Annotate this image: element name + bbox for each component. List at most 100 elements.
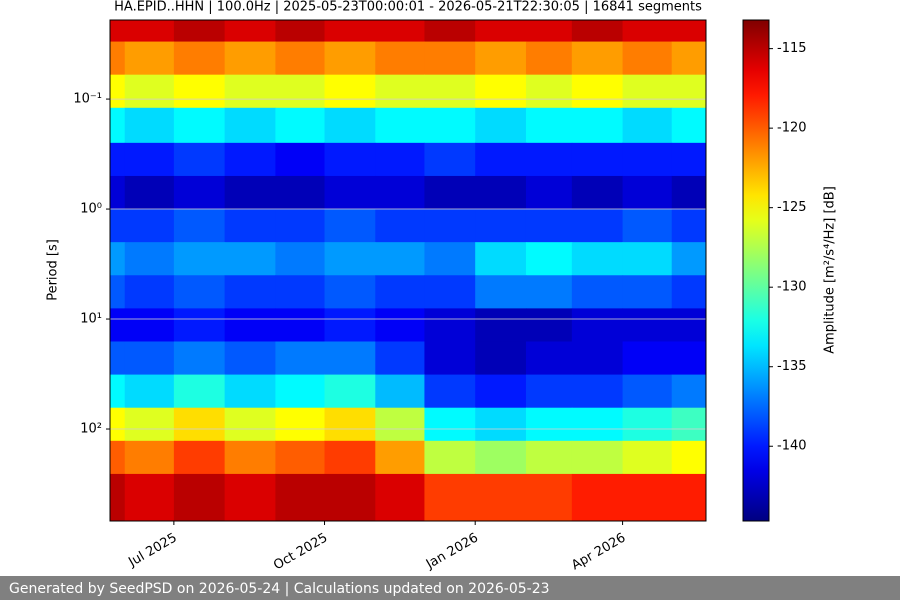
heat-cell	[324, 275, 376, 309]
heat-cell	[571, 440, 624, 475]
heat-cell	[525, 20, 573, 43]
heat-cell	[622, 142, 673, 177]
heat-cell	[475, 242, 527, 276]
heat-cell	[324, 175, 376, 210]
heat-cell	[525, 142, 573, 177]
heat-cell	[324, 308, 376, 342]
y-tick-label: 10⁰	[80, 202, 102, 217]
heat-cell	[124, 308, 175, 342]
heat-cell	[525, 275, 573, 309]
heat-cell	[525, 175, 573, 210]
heat-cell	[324, 20, 376, 43]
heat-cell	[224, 107, 276, 144]
heat-cell	[173, 407, 226, 442]
heat-cell	[475, 473, 527, 521]
colorbar-tick-label: -120	[777, 121, 807, 136]
heat-cell	[275, 242, 326, 276]
heat-cell	[571, 407, 624, 442]
heat-cell	[525, 308, 573, 342]
heat-cell	[622, 407, 673, 442]
y-tick-label: 10²	[80, 422, 102, 437]
heat-cell	[173, 308, 226, 342]
heat-cell	[173, 175, 226, 210]
heat-cell	[475, 308, 527, 342]
heat-cell	[622, 341, 673, 376]
heat-cell	[224, 275, 276, 309]
heat-cell	[375, 175, 425, 210]
heat-cell	[571, 209, 624, 243]
heat-cell	[275, 440, 326, 475]
heat-cell	[375, 308, 425, 342]
heat-cell	[110, 242, 126, 276]
heat-cell	[571, 341, 624, 376]
colorbar-label: Amplitude [m²/s⁴/Hz] [dB]	[823, 186, 838, 354]
heat-cell	[110, 374, 126, 409]
heat-cell	[173, 374, 226, 409]
heat-cell	[622, 20, 673, 43]
x-tick-label: Oct 2025	[271, 531, 330, 574]
heat-cell	[622, 275, 673, 309]
heat-cell	[375, 20, 425, 43]
heat-cell	[275, 473, 326, 521]
heat-cell	[124, 440, 175, 475]
heat-cell	[525, 374, 573, 409]
heat-cell	[525, 41, 573, 76]
heat-cell	[424, 407, 476, 442]
x-tick-label: Jul 2025	[125, 531, 179, 571]
heat-cell	[124, 242, 175, 276]
heat-cell	[224, 175, 276, 210]
heat-cell	[110, 20, 126, 43]
heat-cell	[110, 142, 126, 177]
heat-cell	[671, 341, 706, 376]
colorbar-tick-label: -115	[777, 41, 807, 56]
colorbar-tick-label: -130	[777, 280, 807, 295]
heat-cell	[110, 440, 126, 475]
heat-cell	[525, 107, 573, 144]
heat-cell	[224, 74, 276, 109]
heat-cell	[224, 242, 276, 276]
heat-cell	[324, 407, 376, 442]
heat-cell	[671, 242, 706, 276]
heat-cell	[110, 175, 126, 210]
heat-cell	[110, 41, 126, 76]
heat-cell	[324, 142, 376, 177]
heat-cell	[671, 41, 706, 76]
heat-cell	[124, 107, 175, 144]
heat-cell	[324, 74, 376, 109]
heat-cell	[110, 74, 126, 109]
heat-cell	[124, 20, 175, 43]
heat-cell	[525, 473, 573, 521]
heat-cell	[275, 308, 326, 342]
heat-cell	[375, 473, 425, 521]
heat-cell	[525, 209, 573, 243]
heat-cell	[173, 209, 226, 243]
heat-cell	[275, 20, 326, 43]
footer-text: Generated by SeedPSD on 2026-05-24 | Cal…	[9, 581, 550, 597]
heat-cell	[424, 440, 476, 475]
heat-cell	[173, 242, 226, 276]
heat-cell	[571, 142, 624, 177]
heat-cell	[671, 473, 706, 521]
heat-cell	[424, 175, 476, 210]
heat-cell	[375, 374, 425, 409]
y-tick-label: 10⁻¹	[73, 92, 102, 107]
heat-cell	[424, 275, 476, 309]
x-tick-label: Jan 2026	[423, 531, 481, 573]
heat-cell	[571, 107, 624, 144]
colorbar-tick-label: -140	[777, 439, 807, 454]
heat-cell	[110, 107, 126, 144]
heat-cell	[275, 209, 326, 243]
heat-cell	[224, 41, 276, 76]
heat-cell	[275, 175, 326, 210]
colorbar-tick-label: -135	[777, 359, 807, 374]
heat-cell	[173, 107, 226, 144]
heat-cell	[375, 440, 425, 475]
heat-cell	[324, 374, 376, 409]
heat-cell	[475, 107, 527, 144]
heat-cell	[571, 374, 624, 409]
heat-cell	[671, 374, 706, 409]
heat-cell	[622, 175, 673, 210]
heat-cell	[275, 374, 326, 409]
heat-cell	[224, 374, 276, 409]
